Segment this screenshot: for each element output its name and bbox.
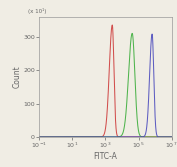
Y-axis label: Count: Count [13,65,22,88]
Text: (x 10¹): (x 10¹) [28,8,47,14]
X-axis label: FITC-A: FITC-A [93,152,117,161]
